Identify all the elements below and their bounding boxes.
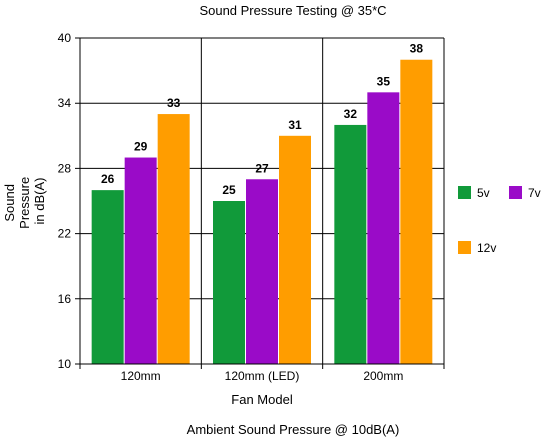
y-axis-label-line-2: Pressure <box>17 177 32 229</box>
legend-label: 7v <box>528 186 541 200</box>
y-tick-label: 40 <box>58 31 72 45</box>
bar-value-label: 26 <box>101 172 115 186</box>
bar <box>124 157 157 364</box>
bar <box>91 190 124 364</box>
y-tick-label: 34 <box>58 96 72 110</box>
bar-value-label: 29 <box>134 140 148 154</box>
bar <box>400 59 433 364</box>
x-axis-label: Fan Model <box>231 392 293 407</box>
bar-value-label: 25 <box>222 183 236 197</box>
axes: 10 16 22 28 34 40 120mm 120mm (LED) 200mm <box>58 31 444 383</box>
footnote: Ambient Sound Pressure @ 10dB(A) <box>187 422 400 437</box>
x-tick-label: 120mm <box>121 369 161 383</box>
bars: 26 29 33 25 27 31 32 35 38 <box>91 42 433 364</box>
legend-swatch <box>458 186 471 199</box>
y-tick-label: 10 <box>58 357 72 371</box>
y-tick-label: 22 <box>58 227 72 241</box>
bar-value-label: 33 <box>167 96 181 110</box>
x-tick-label: 120mm (LED) <box>225 369 300 383</box>
bar <box>157 114 190 364</box>
bar <box>279 135 311 364</box>
bar-value-label: 38 <box>410 42 424 56</box>
legend-swatch <box>509 186 522 199</box>
bar <box>367 92 400 364</box>
legend: 5v 7v 12v <box>458 186 541 255</box>
y-axis-label: Sound Pressure in dB(A) <box>2 173 47 229</box>
bar-value-label: 32 <box>344 107 358 121</box>
bar <box>334 124 367 364</box>
y-axis-label-line-3: in dB(A) <box>32 178 47 225</box>
legend-swatch <box>458 241 471 254</box>
y-tick-label: 28 <box>58 161 72 175</box>
bar-value-label: 31 <box>288 118 302 132</box>
bar <box>213 201 245 364</box>
bar-value-label: 27 <box>255 161 269 175</box>
legend-label: 12v <box>477 241 496 255</box>
y-tick-label: 16 <box>58 292 72 306</box>
y-axis-label-line-1: Sound <box>2 184 17 222</box>
chart-title: Sound Pressure Testing @ 35*C <box>199 3 386 18</box>
bar-value-label: 35 <box>377 74 391 88</box>
legend-label: 5v <box>477 186 490 200</box>
bar <box>246 179 278 364</box>
x-tick-label: 200mm <box>363 369 403 383</box>
